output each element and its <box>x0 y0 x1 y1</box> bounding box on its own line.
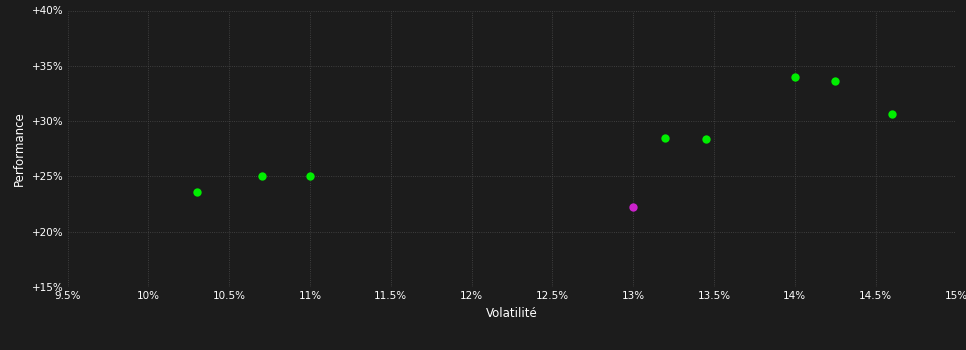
Point <box>254 174 270 179</box>
Point <box>625 204 640 210</box>
Point <box>884 112 899 117</box>
X-axis label: Volatilité: Volatilité <box>486 307 538 320</box>
Point <box>302 174 318 179</box>
Point <box>787 74 803 80</box>
Y-axis label: Performance: Performance <box>14 111 26 186</box>
Point <box>698 136 714 142</box>
Point <box>658 135 673 140</box>
Point <box>189 189 205 195</box>
Point <box>828 78 843 84</box>
